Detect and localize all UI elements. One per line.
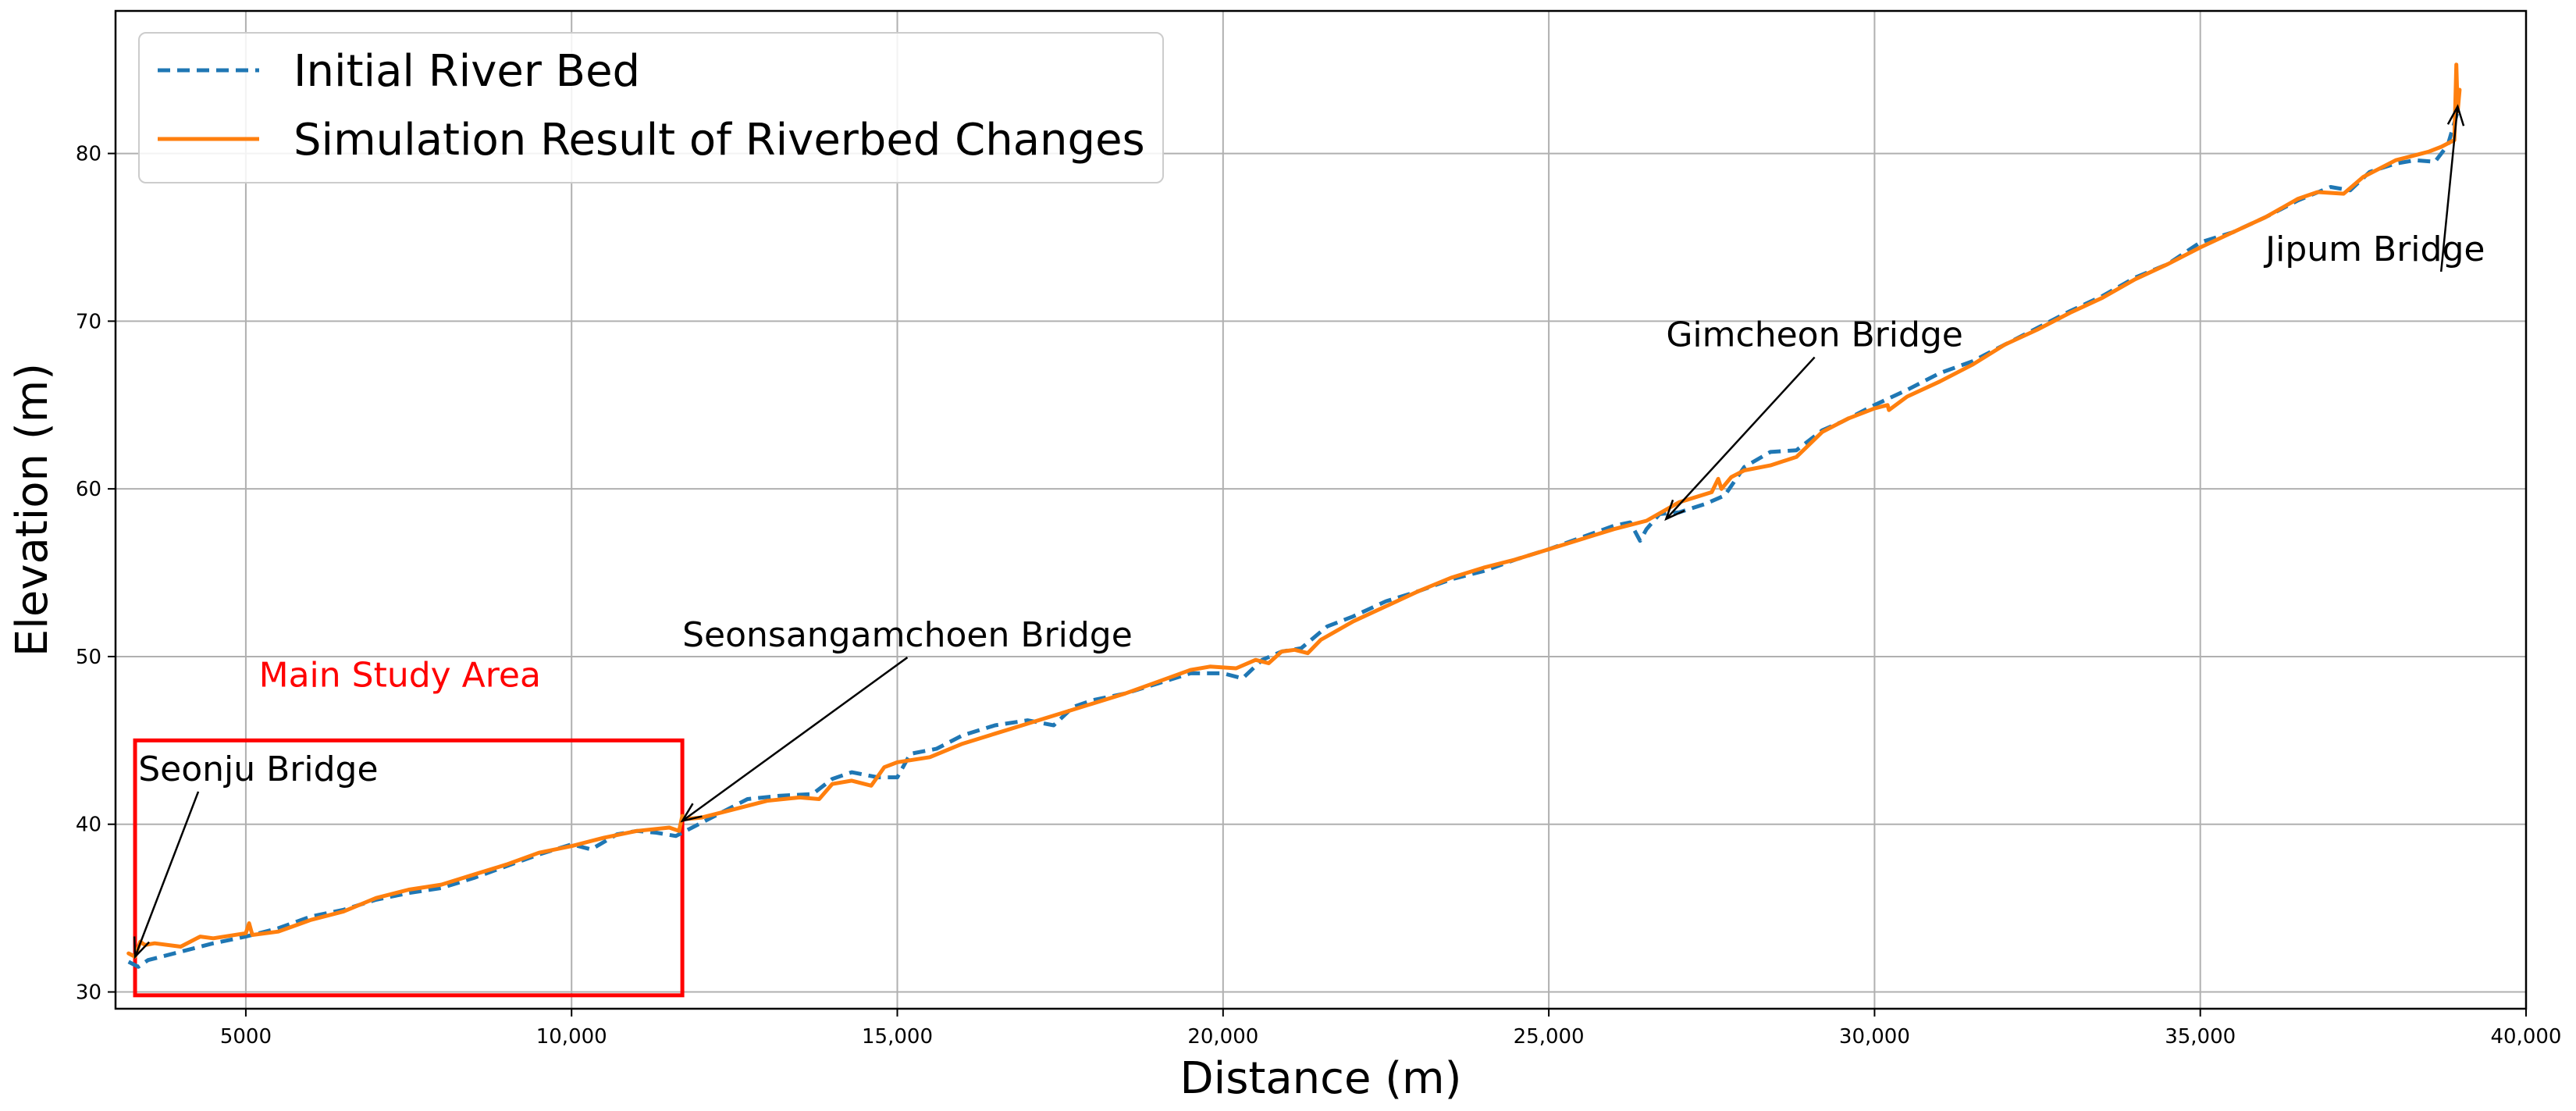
series-lines xyxy=(126,62,2462,969)
y-tick-label: 40 xyxy=(76,814,101,837)
legend-box xyxy=(138,32,1164,183)
y-tick-label: 70 xyxy=(76,310,101,333)
x-tick-label: 25,000 xyxy=(1514,1025,1585,1049)
x-tick-label: 40,000 xyxy=(2491,1025,2562,1049)
bridge-annotation-label: Gimcheon Bridge xyxy=(1666,315,1963,355)
x-tick-label: 30,000 xyxy=(1839,1025,1910,1049)
plot-frame xyxy=(114,9,2528,1010)
x-axis-label: Distance (m) xyxy=(1180,1053,1462,1104)
study-area-label: Main Study Area xyxy=(259,656,541,696)
y-tick-label: 50 xyxy=(76,646,101,669)
annotation-arrow-head xyxy=(680,803,703,823)
legend-initial-river-bed-label: Initial River Bed xyxy=(294,46,640,97)
main-study-area-region: Main Study Area xyxy=(133,656,685,998)
x-tick-label: 5000 xyxy=(220,1025,272,1049)
annotation-arrow-line xyxy=(1665,356,1816,520)
legend: Initial River Bed Simulation Result of Ri… xyxy=(138,32,1164,183)
annotation-arrow-line xyxy=(681,657,909,822)
annotation-arrow-line xyxy=(2439,106,2459,272)
annotation-arrow-line xyxy=(133,791,200,957)
simulation-result-line xyxy=(126,62,2462,959)
x-tick-label: 20,000 xyxy=(1187,1025,1258,1049)
x-tick-label: 35,000 xyxy=(2165,1025,2236,1049)
annotation-arrow-head xyxy=(1664,499,1685,522)
axis-ticks: 5000 10,000 15,000 20,000 25,000 30,000 35,000… xyxy=(76,143,2562,1049)
x-tick-label: 15,000 xyxy=(862,1025,933,1049)
bridge-annotation-label: Seonju Bridge xyxy=(138,750,378,789)
bridge-annotations: Seonju Bridge Seonsangamchoen Bridge Gimch… xyxy=(133,104,2485,960)
legend-simulation-result-label: Simulation Result of Riverbed Changes xyxy=(294,115,1145,166)
annotation-arrow-head xyxy=(133,936,150,960)
bridge-annotation-label: Jipum Bridge xyxy=(2263,230,2485,269)
y-tick-label: 30 xyxy=(76,981,101,1005)
annotation-arrow-head xyxy=(2446,104,2465,126)
y-tick-label: 60 xyxy=(76,478,101,501)
y-tick-label: 80 xyxy=(76,143,101,166)
y-axis-label: Elevation (m) xyxy=(7,363,58,657)
study-area-box xyxy=(133,738,685,998)
x-tick-label: 10,000 xyxy=(536,1025,607,1049)
bridge-annotation-label: Seonsangamchoen Bridge xyxy=(682,615,1133,655)
